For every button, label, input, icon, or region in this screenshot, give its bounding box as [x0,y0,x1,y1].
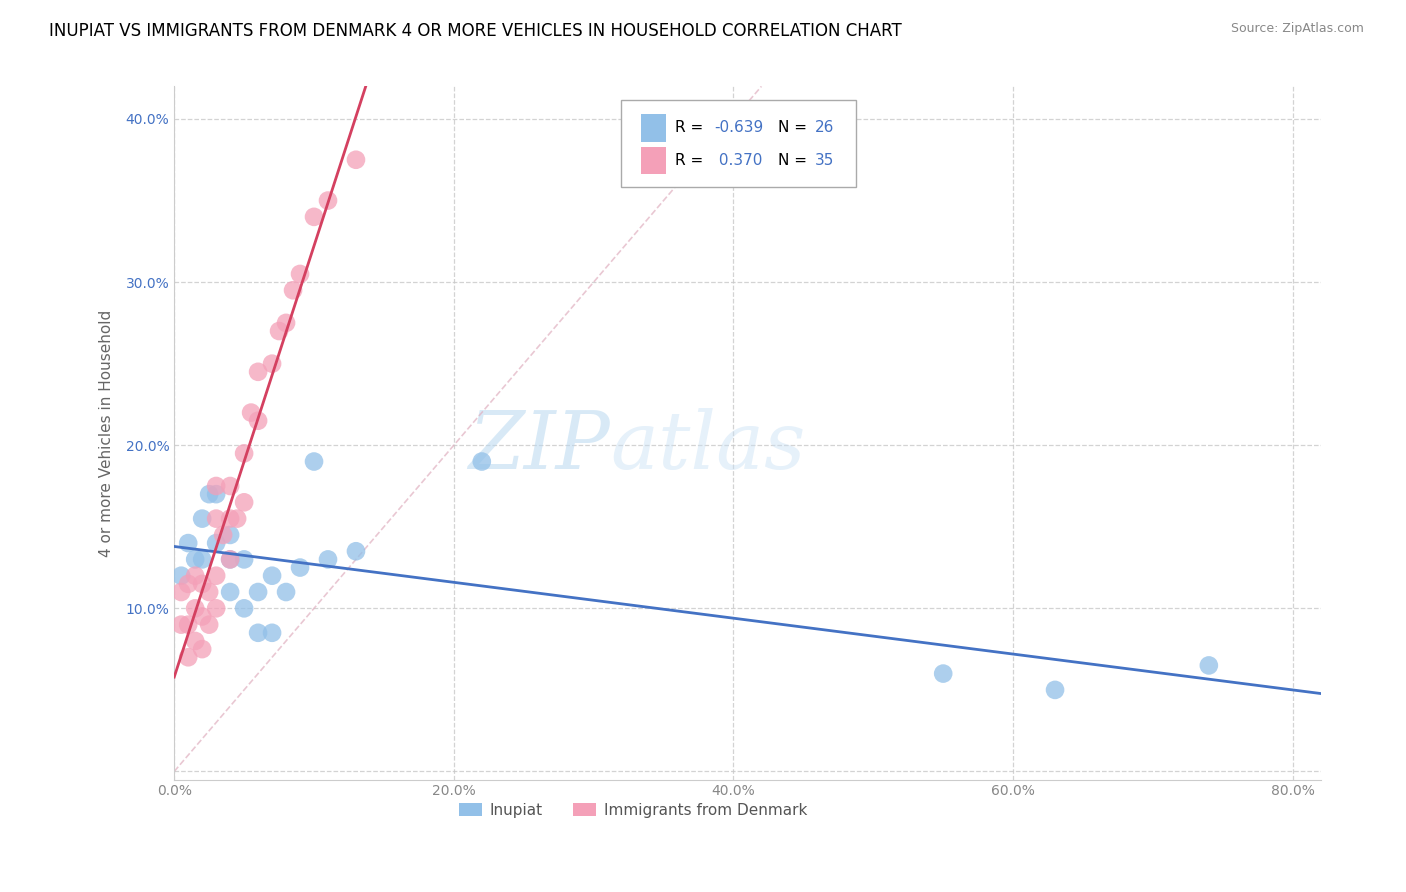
Point [170,568,193,582]
Point [233,601,256,615]
Point [233,446,256,460]
Point [262,625,284,640]
Point [191,642,214,657]
Point [205,536,228,550]
Point [170,617,193,632]
Point [191,609,214,624]
Point [316,552,339,566]
Point [184,568,207,582]
Point [198,487,221,501]
Point [191,511,214,525]
Point [219,528,242,542]
Point [191,577,214,591]
Point [288,267,311,281]
Point [184,634,207,648]
Point [247,414,270,428]
Point [344,153,367,167]
Point [471,454,494,468]
Point [288,560,311,574]
Text: atlas: atlas [610,409,806,485]
Point [233,552,256,566]
FancyBboxPatch shape [641,114,666,142]
Point [247,625,270,640]
Point [191,552,214,566]
Point [247,365,270,379]
Text: -0.639: -0.639 [714,120,763,136]
Text: 35: 35 [815,153,835,168]
Point [198,585,221,599]
Point [247,585,270,599]
Text: 0.370: 0.370 [714,153,762,168]
Point [932,666,955,681]
Text: 26: 26 [815,120,835,136]
Point [1198,658,1220,673]
Point [226,511,249,525]
Point [274,585,297,599]
Point [302,210,325,224]
Point [267,324,290,338]
Text: N =: N = [779,120,813,136]
Text: Source: ZipAtlas.com: Source: ZipAtlas.com [1230,22,1364,36]
Point [212,528,235,542]
Point [205,487,228,501]
Point [302,454,325,468]
Point [177,617,200,632]
Point [219,585,242,599]
Point [281,283,304,297]
Text: N =: N = [779,153,813,168]
Point [219,552,242,566]
Point [219,511,242,525]
Point [262,357,284,371]
Point [233,495,256,509]
Point [205,511,228,525]
Point [262,568,284,582]
Point [205,568,228,582]
Text: INUPIAT VS IMMIGRANTS FROM DENMARK 4 OR MORE VEHICLES IN HOUSEHOLD CORRELATION C: INUPIAT VS IMMIGRANTS FROM DENMARK 4 OR … [49,22,903,40]
FancyBboxPatch shape [641,146,666,175]
Point [198,617,221,632]
Y-axis label: 4 or more Vehicles in Household: 4 or more Vehicles in Household [100,310,114,557]
Point [240,406,263,420]
Point [205,479,228,493]
Legend: Inupiat, Immigrants from Denmark: Inupiat, Immigrants from Denmark [453,797,813,824]
Point [170,585,193,599]
Point [177,650,200,665]
Text: R =: R = [675,153,709,168]
Point [344,544,367,558]
Point [205,601,228,615]
Text: R =: R = [675,120,709,136]
Point [219,552,242,566]
Point [219,479,242,493]
Point [177,536,200,550]
Point [274,316,297,330]
Point [1043,682,1066,697]
Point [184,552,207,566]
Point [184,601,207,615]
Point [316,194,339,208]
Text: ZIP: ZIP [468,409,610,485]
FancyBboxPatch shape [621,100,856,187]
Point [177,577,200,591]
